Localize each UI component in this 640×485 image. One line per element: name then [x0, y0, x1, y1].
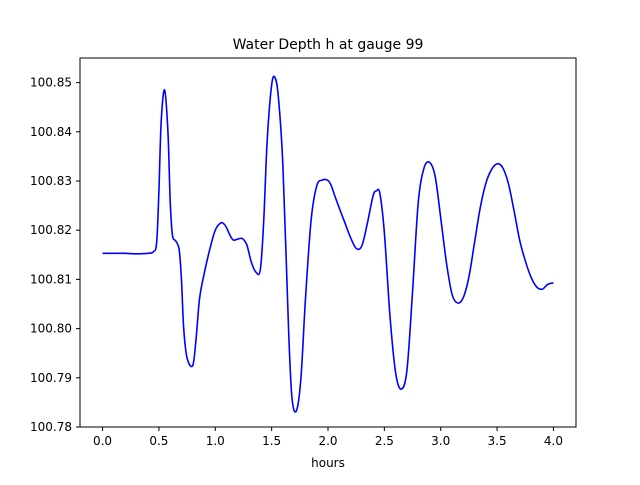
x-tick-label: 1.0 [206, 434, 225, 448]
y-tick-label: 100.85 [30, 76, 72, 90]
x-tick-label: 0.0 [93, 434, 112, 448]
x-axis-label: hours [311, 456, 345, 470]
y-tick-label: 100.84 [30, 125, 72, 139]
y-tick-label: 100.80 [30, 322, 72, 336]
plot-frame [79, 57, 577, 428]
x-tick-label: 0.5 [149, 434, 168, 448]
x-axis: 0.0 0.5 1.0 1.5 2.0 2.5 3.0 3.5 4.0 [93, 427, 563, 448]
x-tick-label: 4.0 [544, 434, 563, 448]
x-tick-label: 1.5 [262, 434, 281, 448]
x-tick-label: 2.5 [375, 434, 394, 448]
y-tick-label: 100.81 [30, 272, 72, 286]
x-tick-label: 3.5 [488, 434, 507, 448]
series-line [102, 75, 554, 413]
plot-area [102, 75, 554, 413]
y-axis: 100.78 100.79 100.80 100.81 100.82 100.83 100.… [30, 76, 80, 434]
x-tick-label: 2.0 [318, 434, 337, 448]
y-tick-label: 100.79 [30, 371, 72, 385]
y-tick-label: 100.82 [30, 223, 72, 237]
chart-title: Water Depth h at gauge 99 [233, 37, 424, 53]
x-tick-label: 3.0 [431, 434, 450, 448]
y-tick-label: 100.83 [30, 174, 72, 188]
y-tick-label: 100.78 [30, 420, 72, 434]
